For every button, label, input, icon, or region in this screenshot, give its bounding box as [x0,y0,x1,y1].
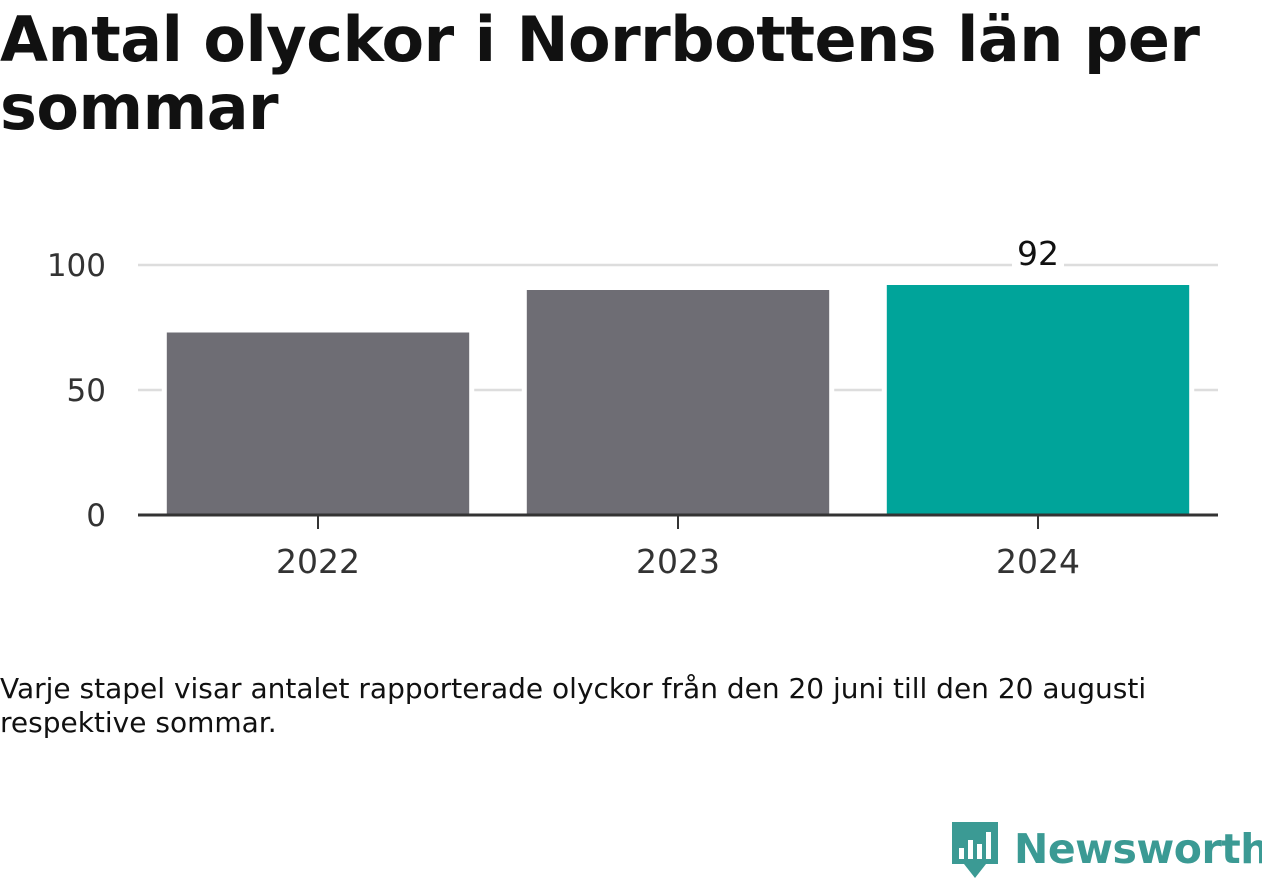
y-tick-label: 100 [47,248,106,284]
x-tick-label: 2024 [996,542,1080,581]
bar-chart: 0 50 100 2022 2023 2024 92 [47,233,1218,581]
bar-2022 [166,332,470,515]
x-tick-label: 2022 [276,542,360,581]
brand-logo: Newsworthy [950,818,1262,880]
bar-2023 [526,290,830,515]
bar-2024 [886,285,1190,515]
newsworthy-logo-icon [952,822,998,878]
x-tick-label: 2023 [636,542,720,581]
data-label-bg [1012,233,1064,273]
chart-footnote: Varje stapel visar antalet rapporterade … [0,672,1147,739]
axes [138,513,1218,529]
chart-title: Antal olyckor i Norrbottens län per somm… [0,3,1200,144]
bars [161,285,1195,515]
labels: 0 50 100 2022 2023 2024 92 [47,233,1080,581]
data-label: 92 [1017,234,1059,273]
y-tick-label: 0 [86,498,106,534]
y-tick-label: 50 [67,373,106,409]
brand-name: Newsworthy [1014,825,1262,873]
